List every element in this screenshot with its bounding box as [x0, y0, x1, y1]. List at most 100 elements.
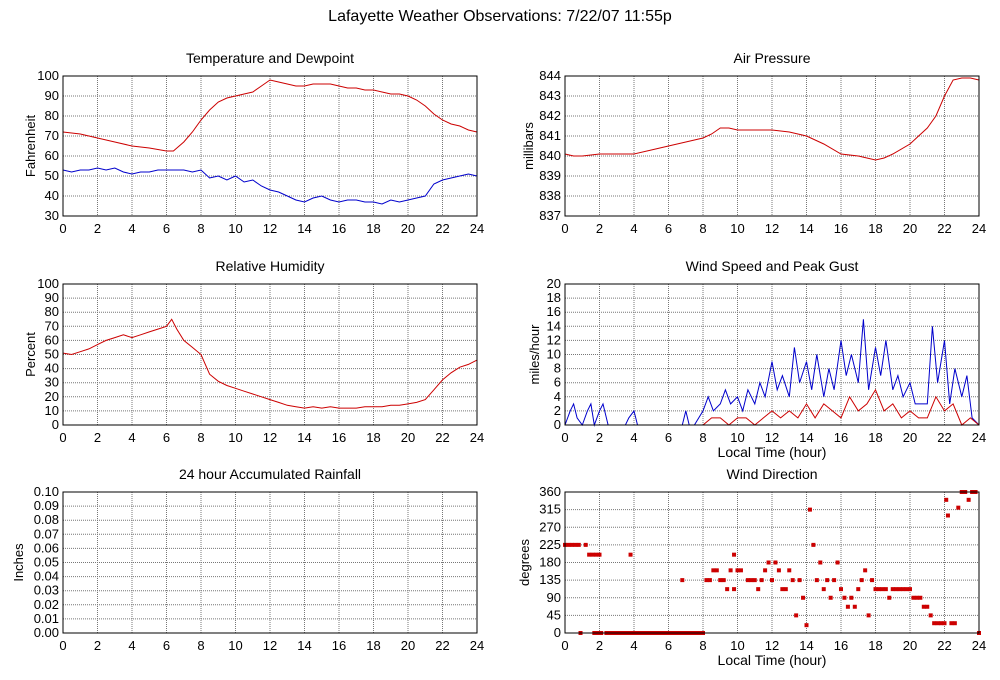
data-point: [828, 595, 833, 600]
data-point: [721, 578, 726, 583]
x-tick-label: 4: [630, 221, 637, 236]
data-point: [745, 578, 750, 583]
x-tick-label: 20: [903, 638, 917, 653]
series-line-1: [565, 388, 980, 426]
data-point: [797, 578, 802, 583]
data-point: [852, 604, 857, 609]
chart-title: Temperature and Dewpoint: [186, 50, 354, 66]
data-point: [707, 578, 712, 583]
y-tick-label: 90: [45, 88, 59, 103]
y-tick-label: 12: [547, 332, 561, 347]
data-point: [821, 587, 826, 592]
x-tick-label: 14: [297, 430, 311, 445]
x-tick-label: 12: [263, 221, 277, 236]
x-tick-label: 2: [596, 638, 603, 653]
data-point: [811, 542, 816, 547]
y-tick-label: 839: [539, 168, 561, 183]
x-tick-label: 16: [332, 638, 346, 653]
data-point: [890, 587, 895, 592]
y-tick-label: 0: [52, 417, 59, 432]
x-tick-label: 6: [665, 430, 672, 445]
data-point: [859, 578, 864, 583]
y-tick-label: 10: [45, 403, 59, 418]
y-axis-label: miles/hour: [527, 324, 542, 385]
x-tick-label: 24: [470, 638, 484, 653]
data-point: [790, 578, 795, 583]
data-point: [839, 587, 843, 592]
chart-title: Air Pressure: [733, 50, 810, 66]
series-line-0: [62, 79, 478, 152]
x-tick-label: 16: [834, 221, 848, 236]
x-tick-label: 24: [470, 221, 484, 236]
data-point: [583, 542, 588, 547]
x-tick-label: 2: [94, 638, 101, 653]
y-tick-label: 843: [539, 88, 561, 103]
data-point: [628, 552, 633, 557]
y-tick-label: 80: [45, 304, 59, 319]
y-tick-label: 840: [539, 148, 561, 163]
x-tick-label: 14: [799, 221, 813, 236]
x-tick-label: 0: [59, 430, 66, 445]
x-tick-label: 20: [401, 430, 415, 445]
data-point: [590, 552, 595, 557]
y-tick-label: 0.10: [34, 484, 59, 499]
x-tick-label: 0: [59, 221, 66, 236]
data-point: [597, 552, 602, 557]
x-tick-label: 8: [197, 430, 204, 445]
data-point: [935, 621, 940, 626]
series-line-0: [62, 318, 478, 409]
x-tick-label: 22: [937, 221, 951, 236]
x-tick-label: 10: [730, 638, 744, 653]
x-tick-label: 14: [297, 638, 311, 653]
x-tick-label: 10: [228, 638, 242, 653]
data-point: [794, 613, 799, 618]
data-point: [780, 587, 785, 592]
x-tick-label: 2: [596, 430, 603, 445]
data-point: [735, 568, 740, 573]
x-tick-label: 8: [699, 638, 706, 653]
data-point: [866, 613, 871, 618]
y-tick-label: 0: [554, 625, 561, 640]
x-tick-label: 22: [435, 430, 449, 445]
y-axis-label: Inches: [11, 543, 26, 582]
data-point: [756, 587, 761, 592]
data-point: [573, 542, 578, 547]
y-tick-label: 70: [45, 318, 59, 333]
data-point: [863, 568, 868, 573]
y-axis-label: Percent: [23, 332, 38, 377]
y-tick-label: 30: [45, 208, 59, 223]
x-axis-label: Local Time (hour): [718, 444, 827, 460]
y-tick-label: 360: [539, 484, 561, 499]
y-tick-label: 0.06: [34, 540, 59, 555]
y-tick-label: 18: [547, 290, 561, 305]
data-point: [842, 595, 847, 600]
data-point: [832, 578, 837, 583]
x-tick-label: 20: [401, 638, 415, 653]
data-point: [845, 604, 850, 609]
page-title: Lafayette Weather Observations: 7/22/07 …: [328, 8, 672, 25]
y-tick-label: 0.01: [34, 611, 59, 626]
y-tick-label: 0.04: [34, 569, 59, 584]
x-tick-label: 4: [128, 221, 135, 236]
data-point: [904, 587, 909, 592]
data-point: [944, 497, 949, 502]
y-tick-label: 0.00: [34, 625, 59, 640]
data-point: [880, 587, 885, 592]
x-tick-label: 12: [263, 638, 277, 653]
x-tick-label: 4: [128, 638, 135, 653]
x-tick-label: 22: [937, 638, 951, 653]
x-tick-label: 22: [937, 430, 951, 445]
y-tick-label: 80: [45, 108, 59, 123]
x-tick-label: 24: [972, 638, 986, 653]
data-point: [738, 568, 743, 573]
data-point: [918, 595, 923, 600]
data-point: [763, 568, 768, 573]
x-tick-label: 18: [366, 221, 380, 236]
data-point: [952, 621, 957, 626]
y-tick-label: 50: [45, 347, 59, 362]
x-tick-label: 16: [332, 221, 346, 236]
chart-title: Wind Direction: [726, 466, 817, 482]
